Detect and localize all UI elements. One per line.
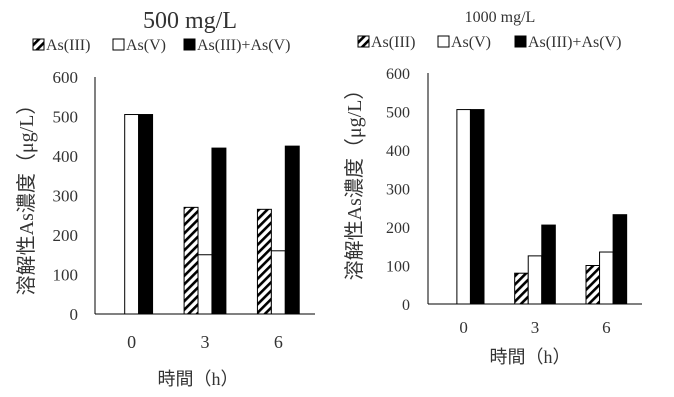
- bar-total-6: [612, 214, 628, 305]
- legend-label-as3: As(III): [371, 34, 415, 51]
- y-axis-title: 溶解性As濃度（μg/L）: [15, 95, 38, 296]
- y-tick-label: 100: [53, 266, 79, 285]
- y-tick-label: 600: [53, 68, 79, 87]
- legend: As(III) As(V) As(III)+As(V): [32, 37, 290, 54]
- bar-as5-3: [527, 255, 543, 305]
- bar-total-3: [541, 224, 556, 305]
- bar-total-0: [138, 114, 154, 315]
- y-tick-label: 600: [386, 66, 410, 83]
- plot-area: 0 100 200 300 400 500 600 0 3 6: [53, 68, 315, 352]
- bar-as3-6: [585, 265, 601, 305]
- y-tick-label: 0: [402, 297, 410, 314]
- legend-label-total: As(III)+As(V): [528, 34, 621, 51]
- chart-title: 500 mg/L: [143, 8, 237, 34]
- y-tick-label: 0: [70, 305, 79, 324]
- y-tick-label: 400: [53, 147, 79, 166]
- legend-swatch-as5: [437, 35, 450, 48]
- y-tick-label: 200: [386, 220, 410, 237]
- x-tick-label: 3: [201, 332, 210, 352]
- y-tick-label: 500: [386, 105, 410, 122]
- y-tick-label: 300: [53, 187, 79, 206]
- legend-swatch-as3: [357, 35, 370, 48]
- y-tick-label: 500: [53, 108, 79, 127]
- x-axis-title: 時間（h）: [490, 347, 571, 367]
- y-tick-label: 300: [386, 182, 410, 199]
- bar-as5-3: [197, 254, 213, 315]
- chart-1000: 1000 mg/L As(III) As(V) As(III)+As(V) 溶解…: [343, 9, 642, 367]
- chart-title: 1000 mg/L: [465, 9, 536, 26]
- legend-swatch-total: [183, 38, 196, 51]
- x-tick-label: 0: [459, 318, 468, 337]
- y-tick-label: 400: [386, 143, 410, 160]
- x-tick-label: 0: [127, 332, 136, 352]
- x-tick-label: 3: [531, 318, 540, 337]
- legend-swatch-as3: [32, 38, 45, 51]
- y-axis-title: 溶解性As濃度（μg/L）: [343, 80, 366, 281]
- bar-as5-6: [599, 251, 614, 305]
- y-tick-label: 200: [53, 226, 79, 245]
- bar-total-0: [469, 109, 485, 305]
- legend-label-as3: As(III): [46, 37, 90, 54]
- x-tick-label: 6: [602, 318, 611, 337]
- plot-area: 0 100 200 300 400 500 600 0 3 6: [386, 66, 642, 337]
- legend: As(III) As(V) As(III)+As(V): [357, 34, 621, 51]
- bar-as3-3: [183, 206, 199, 315]
- legend-swatch-total: [514, 35, 527, 48]
- bar-as3-6: [256, 208, 272, 315]
- legend-label-total: As(III)+As(V): [197, 37, 290, 54]
- bar-as5-6: [270, 250, 286, 315]
- chart-500: 500 mg/L As(III) As(V) As(III)+As(V) 溶解性…: [15, 8, 315, 389]
- bar-as5-0: [124, 114, 140, 315]
- bar-as5-0: [456, 109, 471, 305]
- y-tick-label: 100: [386, 259, 410, 276]
- bar-total-3: [211, 147, 227, 315]
- x-axis-title: 時間（h）: [158, 369, 239, 389]
- x-tick-label: 6: [274, 332, 283, 352]
- legend-label-as5: As(V): [451, 34, 491, 51]
- bar-total-6: [284, 145, 300, 315]
- legend-swatch-as5: [112, 38, 125, 51]
- bar-as3-3: [514, 272, 529, 305]
- legend-label-as5: As(V): [126, 37, 166, 54]
